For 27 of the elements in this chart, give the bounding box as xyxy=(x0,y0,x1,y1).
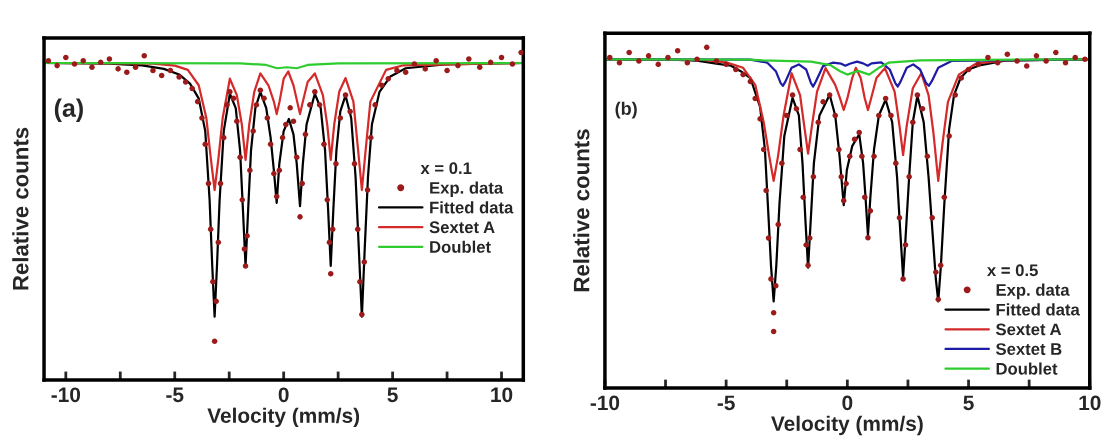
legend-title: x = 0.1 xyxy=(420,162,472,175)
x-axis-title: Velocity (mm/s) xyxy=(771,415,923,436)
legend-label: Fitted data xyxy=(996,303,1080,316)
annotation: (b) xyxy=(615,101,637,119)
legend-label: Doublet xyxy=(430,240,491,253)
x-axis-title: Velocity (mm/s) xyxy=(207,407,360,428)
y-axis-title: Relative counts xyxy=(573,129,590,292)
legend-title: x = 0.5 xyxy=(987,264,1038,277)
x-tick-label: 0 xyxy=(278,387,289,403)
legend-label: Exp. data xyxy=(430,181,504,198)
x-tick-label: 5 xyxy=(963,395,974,411)
x-tick-label: -5 xyxy=(166,387,184,403)
x-tick-label: -10 xyxy=(590,395,620,411)
x-tick-label: 10 xyxy=(1079,395,1101,411)
legend-label: Sextet A xyxy=(429,221,495,234)
legend-label: Sextet A xyxy=(995,323,1062,336)
x-tick-label: 0 xyxy=(842,395,853,411)
x-tick-label: -5 xyxy=(717,395,735,411)
legend-label: Exp. data xyxy=(996,283,1070,300)
legend-label: Sextet B xyxy=(995,343,1062,355)
annotation: (a) xyxy=(54,98,83,122)
x-tick-label: 10 xyxy=(491,387,513,403)
legend-label: Doublet xyxy=(996,362,1058,375)
x-tick-label: 5 xyxy=(387,387,398,403)
y-axis-title: Relative counts xyxy=(12,127,29,290)
x-tick-label: -10 xyxy=(51,387,81,403)
legend-label: Fitted data xyxy=(430,201,514,214)
